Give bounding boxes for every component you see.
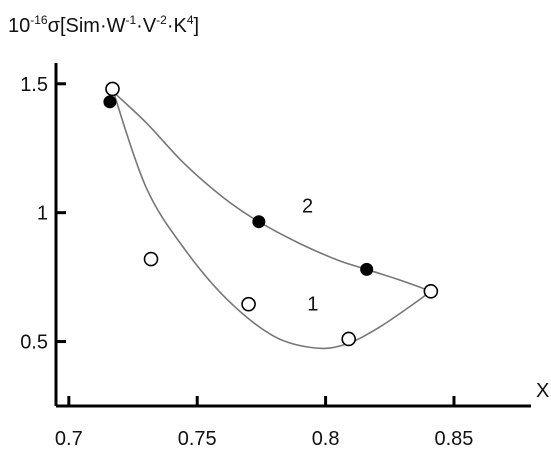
curve-label-2: 2 (302, 196, 313, 218)
open-data-point (423, 283, 439, 299)
x-axis-label: X (536, 380, 549, 402)
open-data-point (341, 331, 357, 347)
filled-data-point (103, 95, 117, 109)
x-tick-label: 0.8 (312, 428, 340, 450)
y-axis-label: 10-16σ[Sim·W-1·V-2·K4] (8, 13, 199, 37)
y-tick-label: 1.5 (20, 74, 48, 96)
x-tick-label: 0.85 (435, 428, 474, 450)
x-tick-label: 0.7 (55, 428, 83, 450)
filled-data-point (252, 215, 266, 229)
curve-2-line (109, 88, 432, 293)
open-data-point (241, 296, 256, 312)
x-tick-label: 0.75 (178, 428, 217, 450)
curve-label-1: 1 (307, 294, 318, 316)
curve-1-line (111, 88, 432, 350)
filled-data-point (360, 262, 374, 276)
y-tick-label: 0.5 (20, 332, 48, 354)
open-data-point (105, 81, 120, 97)
y-tick-label: 1 (37, 203, 48, 225)
open-data-point (143, 251, 159, 267)
